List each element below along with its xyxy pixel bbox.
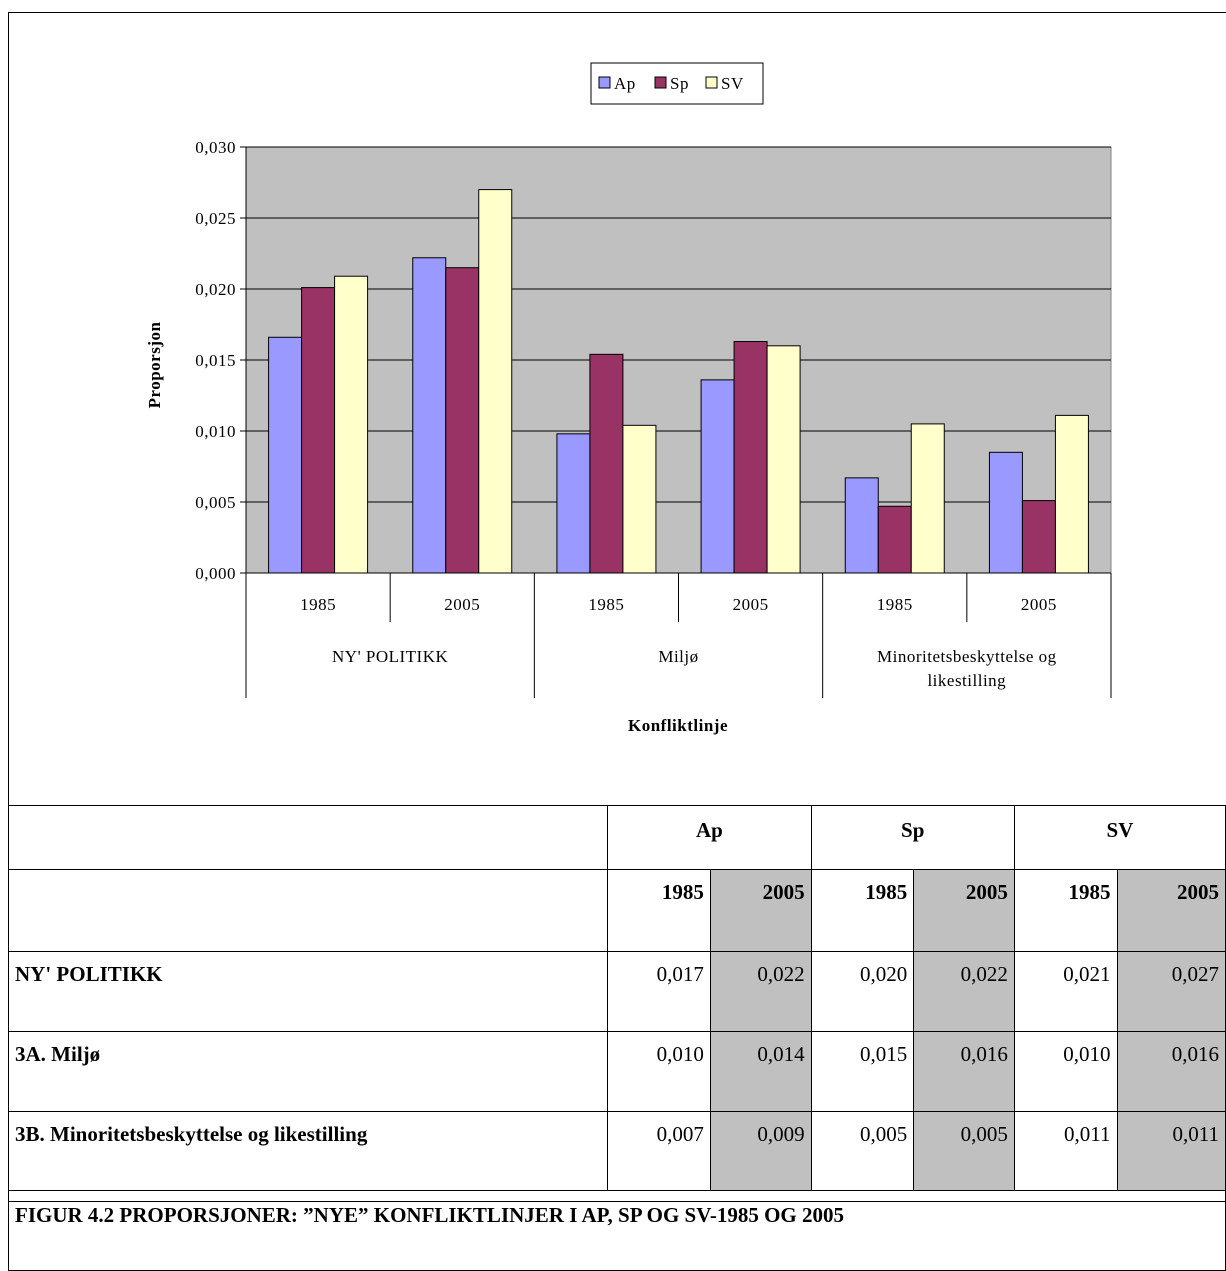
y-tick-labels: 0,000 0,005 0,010 0,015 0,020 0,025 0,030 [195,138,236,583]
x-axis-title: Konfliktlinje [628,716,728,735]
bar-ap [700,379,735,574]
table-cell: 0,022 [913,951,1015,1032]
table-row-label: 3B. Minoritetsbeskyttelse og likestillin… [7,1111,609,1191]
bar-ap [412,257,447,574]
legend-swatch [598,76,611,89]
table-row-label: NY' POLITIKK [7,951,609,1032]
y-tick-label: 0,000 [195,564,236,583]
table-year-header: 1985 [607,869,711,952]
y-tick-label: 0,010 [195,422,236,441]
table-corner-cell [7,805,609,870]
table-cell: 0,005 [913,1111,1015,1191]
x-tick-label: 2005 [444,595,480,614]
table-header-sv: SV [1013,805,1226,870]
y-tick-label: 0,020 [195,280,236,299]
table-corner-cell [7,869,609,952]
table-cell: 0,010 [607,1031,711,1112]
table-row: NY' POLITIKK 0,017 0,022 0,020 0,022 0,0… [7,951,1226,1032]
legend-label: Sp [670,74,689,93]
figure-caption: FIGUR 4.2 PROPORSJONER: ”NYE” KONFLIKTLI… [8,1190,1226,1271]
bars [268,189,1089,574]
x-tick-label: 2005 [733,595,769,614]
table-year-header: 1985 [1013,869,1118,952]
table-year-header: 2005 [913,869,1015,952]
y-tick-label: 0,005 [195,493,236,512]
legend: Ap Sp SV [590,62,764,105]
bar-ap [556,433,591,574]
bar-ap [268,336,303,574]
x-group-label: Minoritetsbeskyttelse og [877,647,1057,666]
table-row: 3A. Miljø 0,010 0,014 0,015 0,016 0,010 … [7,1031,1226,1112]
legend-box [590,62,764,105]
bar-sp [877,505,912,574]
table-cell: 0,010 [1013,1031,1118,1112]
bar-sv [622,424,657,574]
axes [240,146,1112,698]
x-group-label: NY' POLITIKK [332,647,448,666]
table-row: 3B. Minoritetsbeskyttelse og likestillin… [7,1111,1226,1191]
x-tick-label: 1985 [588,595,624,614]
bar-sp [733,341,768,574]
bar-sp [301,287,336,574]
bar-sp [445,267,480,574]
legend-swatch [654,76,667,89]
bar-sv [910,423,945,574]
bar-ap [844,477,879,574]
table-header-ap: Ap [607,805,812,870]
x-group-label: likestilling [927,671,1006,690]
table-cell: 0,014 [709,1031,812,1112]
table-cell: 0,021 [1013,951,1118,1032]
legend-label: SV [721,74,744,93]
table-year-header: 2005 [709,869,812,952]
table-cell: 0,016 [1116,1031,1226,1112]
table-year-header: 2005 [1116,869,1226,952]
table-caption-row: FIGUR 4.2 PROPORSJONER: ”NYE” KONFLIKTLI… [8,1190,1226,1271]
legend-label: Ap [614,74,636,93]
bar-sv [478,189,513,574]
table-cell: 0,011 [1116,1111,1226,1191]
y-tick-label: 0,025 [195,209,236,228]
table-cell: 0,020 [810,951,915,1032]
bar-sp [589,353,624,574]
table-party-header-row: Ap Sp SV [7,805,1226,870]
table-cell: 0,016 [913,1031,1015,1112]
table-row-label: 3A. Miljø [7,1031,609,1112]
legend-swatch [705,76,718,89]
table-cell: 0,007 [607,1111,711,1191]
bar-ap [988,451,1023,574]
y-tick-label: 0,015 [195,351,236,370]
table-cell: 0,015 [810,1031,915,1112]
table-cell: 0,011 [1013,1111,1118,1191]
table-cell: 0,005 [810,1111,915,1191]
table-header-sp: Sp [810,805,1015,870]
table-year-header-row: 1985 2005 1985 2005 1985 2005 [7,869,1226,952]
bar-chart: Ap Sp SV 0,0000,0050,0100,0150,0200,0250,0… [145,62,1112,735]
table-cell: 0,022 [709,951,812,1032]
y-tick-label: 0,030 [195,138,236,157]
x-tick-labels: 1985 2005 NY' POLITIKK 1985 2005 Miljø 1985 200… [300,595,1057,690]
bar-sp [1021,500,1056,574]
y-axis-title: Proporsjon [145,322,164,409]
table-cell: 0,017 [607,951,711,1032]
x-tick-label: 2005 [1021,595,1057,614]
bar-sv [766,345,801,574]
bar-sv [334,275,369,574]
data-table: Ap Sp SV 1985 2005 1985 2005 1985 2005 N… [7,805,1226,1271]
table-year-header: 1985 [810,869,915,952]
table-cell: 0,009 [709,1111,812,1191]
x-tick-label: 1985 [300,595,336,614]
bar-sv [1054,414,1089,574]
x-tick-label: 1985 [877,595,913,614]
x-group-label: Miljø [658,647,698,666]
table-cell: 0,027 [1116,951,1226,1032]
